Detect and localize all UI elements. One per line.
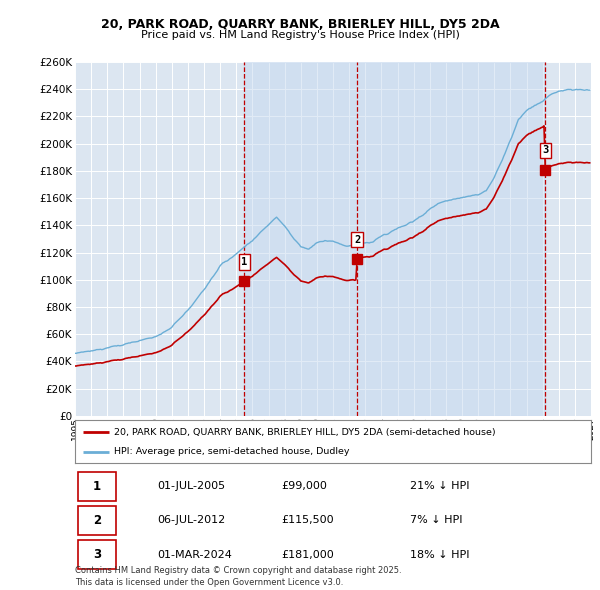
Text: 18% ↓ HPI: 18% ↓ HPI — [410, 550, 470, 559]
FancyBboxPatch shape — [77, 472, 116, 500]
Text: 20, PARK ROAD, QUARRY BANK, BRIERLEY HILL, DY5 2DA: 20, PARK ROAD, QUARRY BANK, BRIERLEY HIL… — [101, 18, 499, 31]
Text: £115,500: £115,500 — [281, 516, 334, 525]
Text: £99,000: £99,000 — [281, 481, 327, 491]
Text: 01-JUL-2005: 01-JUL-2005 — [158, 481, 226, 491]
Text: 3: 3 — [542, 146, 548, 155]
FancyBboxPatch shape — [77, 540, 116, 569]
Text: 06-JUL-2012: 06-JUL-2012 — [158, 516, 226, 525]
Text: 21% ↓ HPI: 21% ↓ HPI — [410, 481, 470, 491]
Text: Price paid vs. HM Land Registry's House Price Index (HPI): Price paid vs. HM Land Registry's House … — [140, 30, 460, 40]
Text: Contains HM Land Registry data © Crown copyright and database right 2025.
This d: Contains HM Land Registry data © Crown c… — [75, 566, 401, 587]
Text: HPI: Average price, semi-detached house, Dudley: HPI: Average price, semi-detached house,… — [114, 447, 349, 457]
Text: 01-MAR-2024: 01-MAR-2024 — [158, 550, 232, 559]
Text: £181,000: £181,000 — [281, 550, 334, 559]
Text: 3: 3 — [93, 548, 101, 561]
Text: 7% ↓ HPI: 7% ↓ HPI — [410, 516, 463, 525]
Text: 1: 1 — [241, 257, 247, 267]
Bar — [244, 62, 545, 416]
Text: 20, PARK ROAD, QUARRY BANK, BRIERLEY HILL, DY5 2DA (semi-detached house): 20, PARK ROAD, QUARRY BANK, BRIERLEY HIL… — [114, 428, 496, 437]
Text: 2: 2 — [93, 514, 101, 527]
FancyBboxPatch shape — [77, 506, 116, 535]
Text: 2: 2 — [354, 235, 361, 245]
Text: 1: 1 — [93, 480, 101, 493]
